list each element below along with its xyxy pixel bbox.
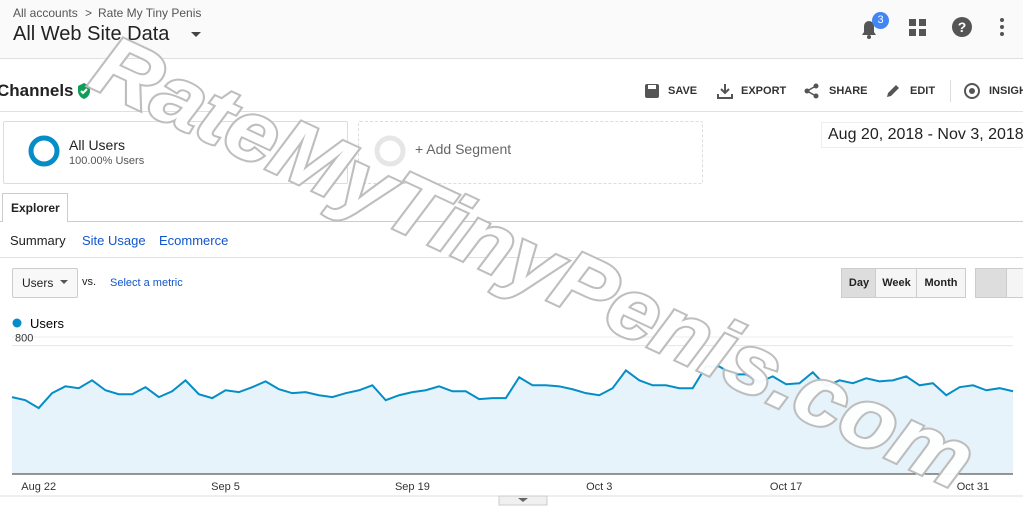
insights[interactable]: INSIGHTS — [989, 85, 1023, 97]
date-range[interactable]: Aug 20, 2018 - Nov 3, 2018 — [821, 122, 1023, 148]
edit-icon — [887, 85, 899, 97]
expand-handle — [498, 495, 548, 506]
x-tick-label: Oct 3 — [586, 481, 612, 493]
period-button[interactable]: Week — [875, 268, 918, 298]
subtab[interactable]: Site Usage — [82, 233, 146, 248]
export-icon — [717, 84, 733, 99]
apps[interactable] — [908, 18, 928, 38]
x-tick-label: Oct 31 — [957, 481, 989, 493]
period-button[interactable]: Day — [841, 268, 877, 298]
edit[interactable]: EDIT — [910, 85, 936, 97]
x-tick-label: Sep 5 — [211, 481, 240, 493]
tab[interactable] — [2, 193, 68, 222]
add-donut — [374, 135, 406, 167]
breadcrumb[interactable]: All accounts — [13, 6, 78, 20]
divider — [0, 221, 1023, 222]
chart-type-motion[interactable] — [1006, 268, 1023, 298]
share[interactable]: SHARE — [829, 85, 868, 97]
segment-name: All Users — [69, 137, 126, 153]
metric-dropdown[interactable] — [12, 268, 78, 298]
divider — [0, 111, 1023, 112]
badge: 3 — [872, 12, 889, 29]
share-icon — [804, 83, 819, 99]
period-button[interactable]: Month — [916, 268, 966, 298]
svg-text:?: ? — [958, 19, 967, 35]
subtab[interactable]: Ecommerce — [159, 233, 229, 248]
subtab[interactable]: Summary — [10, 233, 66, 248]
select-metric[interactable]: Select a metric — [110, 277, 183, 289]
area — [12, 366, 1013, 474]
vs-label: vs. — [82, 276, 97, 288]
line — [11, 365, 1014, 410]
export[interactable]: EXPORT — [741, 85, 787, 97]
x-tick-label: Sep 19 — [395, 481, 430, 493]
chart-type-line[interactable] — [975, 268, 1007, 298]
x-tick-label: Aug 22 — [21, 481, 56, 493]
legend-label: Users — [30, 316, 64, 331]
metric[interactable]: Users — [22, 276, 54, 290]
caret — [60, 280, 68, 284]
expand-caret — [518, 498, 528, 502]
breadcrumb-sep: > — [85, 6, 93, 20]
caret — [191, 32, 201, 37]
x-tick-label: Oct 17 — [770, 481, 802, 493]
report-title: Channels — [0, 81, 74, 100]
save[interactable]: SAVE — [668, 85, 698, 97]
view-selector[interactable]: All Web Site Data — [13, 23, 170, 45]
menu[interactable] — [998, 17, 1006, 39]
help[interactable]: ? — [951, 16, 973, 38]
divider — [950, 80, 951, 102]
legend-marker — [12, 318, 22, 328]
segment-share: 100.00% Users — [69, 155, 145, 167]
save-icon — [645, 84, 659, 98]
segment-donut — [28, 135, 60, 167]
breadcrumb[interactable]: Rate My Tiny Penis — [98, 6, 202, 20]
tab-label[interactable]: Explorer — [11, 201, 60, 215]
divider — [0, 257, 1023, 258]
header: All accounts > Rate My Tiny Penis All We… — [0, 0, 1023, 59]
add-segment[interactable]: + Add Segment — [415, 141, 512, 157]
y-tick-label: 800 — [15, 333, 33, 345]
y-tick-label: 400 — [15, 401, 33, 413]
segment-card[interactable] — [3, 121, 348, 184]
verified — [78, 83, 90, 99]
insights-icon — [964, 83, 980, 99]
add-segment-card[interactable] — [358, 121, 703, 184]
